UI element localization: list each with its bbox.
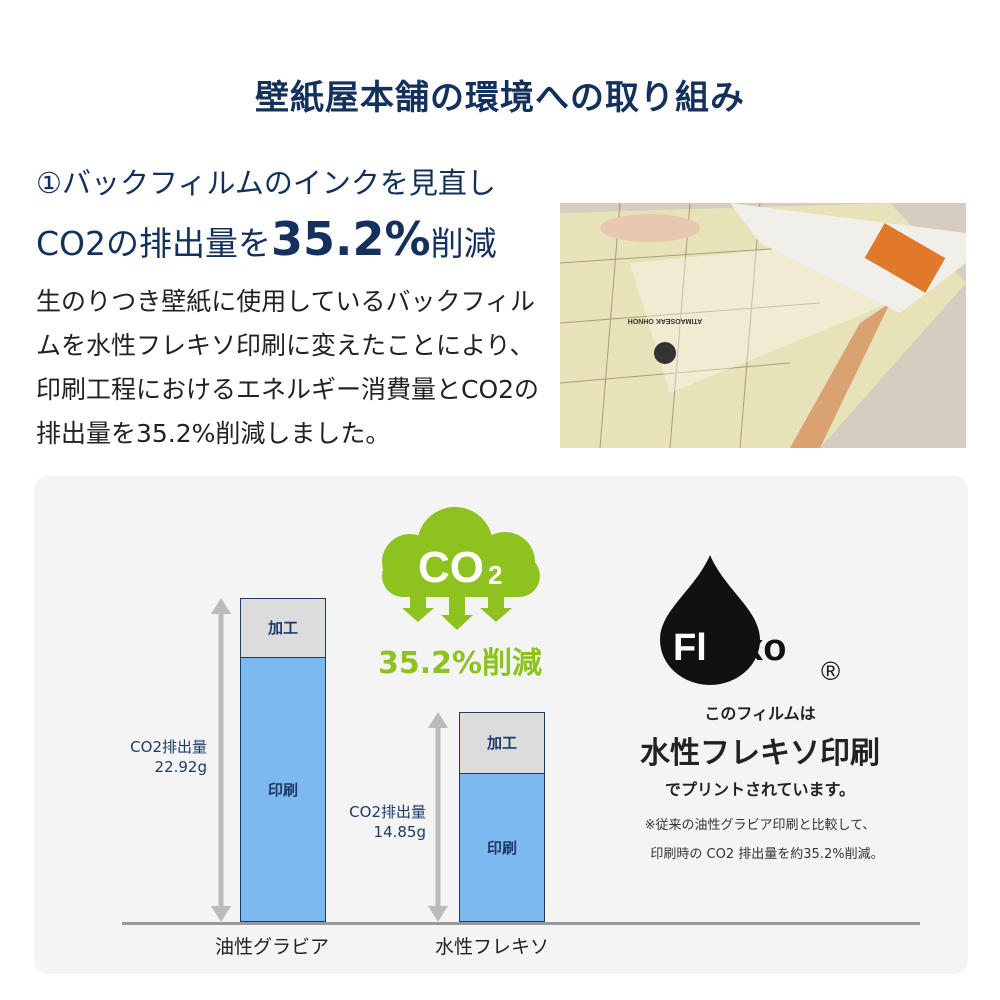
- total-label-name: CO2排出量: [349, 803, 426, 822]
- bar-segment-processing: 加工: [459, 712, 545, 774]
- bar-segment-printing: 印刷: [240, 657, 326, 922]
- product-photo: ATIMAOSEAK OHNOH: [560, 203, 966, 448]
- total-height-arrow: [211, 598, 231, 922]
- total-label-value: 14.85g: [373, 823, 426, 842]
- reduction-label: 35.2%削減: [377, 646, 543, 681]
- total-height-arrow: [428, 712, 448, 922]
- bar-segment-processing: 加工: [240, 598, 326, 658]
- flexo-logo: Fl exo e ®: [660, 555, 840, 686]
- category-label: 油性グラビア: [214, 936, 329, 958]
- registered-mark: ®: [821, 656, 840, 686]
- flexo-description: このフィルムは 水性フレキソ印刷 でプリントされています。 ※従来の油性グラビア…: [600, 700, 920, 862]
- bar-segment-printing: 印刷: [459, 773, 545, 922]
- total-label-name: CO2排出量: [130, 738, 207, 757]
- svg-text:exo: exo: [721, 627, 786, 669]
- section-subheading: CO2の排出量を35.2%削減: [36, 212, 497, 266]
- heading-prefix: CO2の排出量を: [36, 224, 272, 263]
- cloud-sub-label: 2: [488, 560, 502, 590]
- total-label-value: 22.92g: [154, 758, 207, 777]
- total-label: CO2排出量 14.85g: [316, 802, 426, 842]
- flexo-line1: このフィルムは: [704, 704, 816, 723]
- svg-text:Fl: Fl: [673, 627, 707, 669]
- film-label: ATIMAOSEAK OHNOH: [628, 317, 703, 324]
- page-title: 壁紙屋本舗の環境への取り組み: [255, 78, 745, 118]
- x-axis-baseline: [122, 922, 920, 925]
- flexo-line2: 水性フレキソ印刷: [640, 736, 880, 771]
- category-label: 水性フレキソ: [434, 936, 549, 958]
- total-label: CO2排出量 22.92g: [97, 737, 207, 777]
- co2-cloud-icon: CO 2: [382, 507, 540, 630]
- heading-value: 35.2%: [271, 212, 431, 266]
- cloud-co-label: CO: [418, 543, 484, 592]
- flexo-line3: でプリントされています。: [665, 780, 855, 799]
- section-heading: ①バックフィルムのインクを見直し: [36, 166, 496, 200]
- heading-suffix: 削減: [430, 224, 497, 263]
- body-text: 生のりつき壁紙に使用しているバックフィルムを水性フレキソ印刷に変えたことにより、…: [36, 287, 540, 448]
- flexo-note2: 印刷時の CO2 排出量を約35.2%削減。: [650, 847, 884, 862]
- flexo-note1: ※従来の油性グラビア印刷と比較して、: [644, 818, 876, 833]
